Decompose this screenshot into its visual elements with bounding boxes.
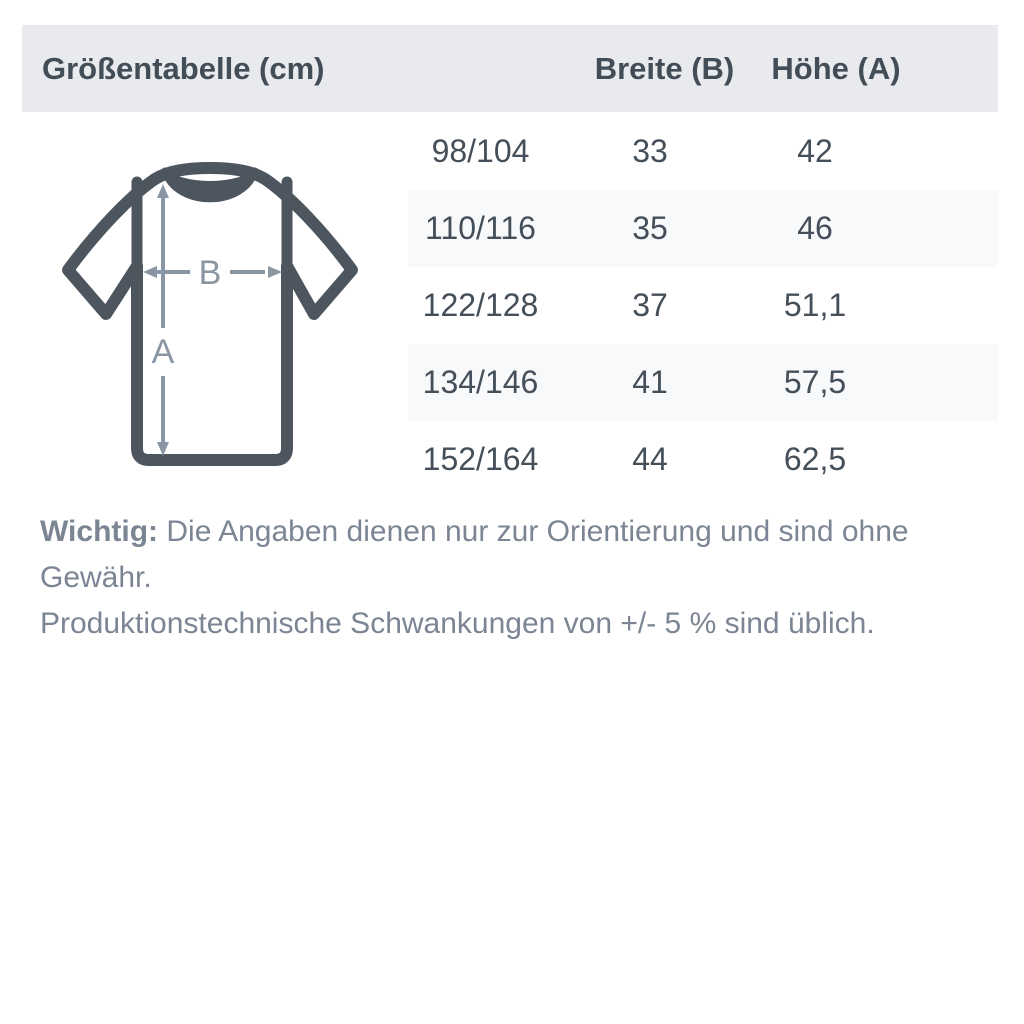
tshirt-outline [62, 162, 358, 466]
label-a: A [152, 333, 175, 371]
size-cell: 122/128 [422, 287, 539, 323]
breite-cell: 37 [632, 287, 668, 323]
disclaimer-line-2: Produktionstechnische Schwankungen von +… [40, 601, 970, 647]
table-header-band: Größentabelle (cm) Breite (B) Höhe (A) [22, 25, 998, 112]
hoehe-cell: 51,1 [783, 287, 847, 323]
table-row: 152/164 44 62,5 [408, 421, 998, 498]
collar [161, 167, 259, 203]
disclaimer-note: Wichtig: Die Angaben dienen nur zur Orie… [40, 509, 970, 647]
hoehe-cell: 57,5 [783, 364, 847, 400]
arrowhead-right [268, 266, 282, 278]
disclaimer-line-1: Wichtig: Die Angaben dienen nur zur Orie… [40, 509, 970, 601]
breite-cell: 33 [632, 133, 668, 169]
arrowhead-up [157, 184, 169, 198]
breite-cell: 35 [632, 210, 668, 246]
tshirt-measurement-diagram: A B [62, 162, 358, 466]
size-cell: 110/116 [425, 210, 536, 246]
column-header-hoehe: Höhe (A) [771, 51, 901, 86]
disclaimer-text-1: Die Angaben dienen nur zur Orientierung … [40, 515, 909, 594]
disclaimer-text-2: Produktionstechnische Schwankungen von +… [40, 607, 875, 640]
table-row: 110/116 35 46 [408, 190, 998, 267]
label-b: B [199, 254, 222, 292]
arrowhead-down [157, 442, 169, 456]
table-row: 98/104 33 42 [408, 113, 998, 190]
disclaimer-prefix: Wichtig: [40, 515, 159, 548]
breite-cell: 44 [632, 441, 668, 477]
hoehe-cell: 62,5 [783, 441, 847, 477]
width-arrow-b: B [143, 254, 282, 292]
hoehe-cell: 42 [797, 133, 833, 169]
table-title: Größentabelle (cm) [42, 51, 325, 86]
height-arrow-a: A [152, 184, 175, 456]
table-row: 122/128 37 51,1 [408, 267, 998, 344]
hoehe-cell: 46 [797, 210, 833, 246]
breite-cell: 41 [632, 364, 668, 400]
table-row: 134/146 41 57,5 [408, 344, 998, 421]
size-cell: 134/146 [422, 364, 539, 400]
arrowhead-left [143, 266, 157, 278]
size-cell: 98/104 [431, 133, 530, 169]
column-header-breite: Breite (B) [594, 51, 735, 86]
size-cell: 152/164 [422, 441, 539, 477]
